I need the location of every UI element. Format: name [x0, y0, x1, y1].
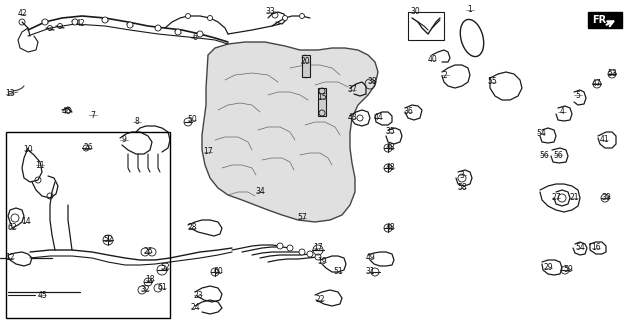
Text: 60: 60 [213, 268, 223, 276]
Bar [302, 55, 310, 77]
Text: 54: 54 [575, 244, 585, 252]
Text: FR.: FR. [592, 15, 610, 25]
Text: 4: 4 [560, 108, 564, 116]
Circle shape [42, 19, 48, 25]
Text: 54: 54 [536, 129, 546, 138]
Text: 1: 1 [467, 5, 472, 14]
Text: 34: 34 [255, 188, 265, 196]
Text: 2: 2 [443, 70, 447, 79]
Circle shape [175, 29, 181, 35]
Text: 21: 21 [569, 194, 579, 203]
Text: 43: 43 [347, 114, 357, 123]
Circle shape [127, 22, 133, 28]
Bar [6, 132, 170, 318]
Text: 52: 52 [103, 236, 113, 244]
Circle shape [72, 19, 78, 25]
Text: 42: 42 [75, 20, 85, 28]
Text: 41: 41 [599, 135, 609, 145]
Text: 29: 29 [543, 263, 553, 273]
Text: 10: 10 [23, 146, 33, 155]
Circle shape [299, 13, 304, 19]
Text: 59: 59 [563, 266, 573, 275]
Text: 24: 24 [190, 303, 200, 313]
Text: 13: 13 [5, 90, 15, 99]
Text: 11: 11 [35, 161, 45, 170]
Circle shape [102, 17, 108, 23]
Circle shape [186, 13, 191, 19]
Text: 48: 48 [385, 143, 395, 153]
Text: 28: 28 [187, 223, 197, 233]
Circle shape [277, 243, 283, 249]
Text: 56: 56 [539, 150, 549, 159]
Text: 22: 22 [315, 295, 325, 305]
Text: 57: 57 [297, 213, 307, 222]
Text: 53: 53 [607, 68, 617, 77]
Text: 25: 25 [143, 247, 153, 257]
Text: 6: 6 [192, 34, 198, 43]
Text: 19: 19 [317, 258, 327, 267]
Circle shape [315, 254, 321, 260]
Circle shape [287, 245, 293, 251]
Text: 18: 18 [145, 276, 155, 284]
Text: 52: 52 [160, 263, 170, 273]
Text: 23: 23 [193, 291, 203, 300]
Circle shape [282, 15, 287, 20]
Text: 51: 51 [333, 268, 343, 276]
Text: 7: 7 [91, 110, 96, 119]
Text: 17: 17 [313, 244, 323, 252]
Text: 49: 49 [365, 253, 375, 262]
Text: 50: 50 [187, 116, 197, 124]
Circle shape [299, 249, 305, 255]
Bar [408, 12, 444, 40]
Text: 14: 14 [21, 218, 31, 227]
Text: 35: 35 [385, 127, 395, 137]
Circle shape [307, 251, 313, 257]
Circle shape [197, 31, 203, 37]
Text: 31: 31 [365, 268, 375, 276]
Text: 33: 33 [265, 7, 275, 17]
Text: 56: 56 [553, 150, 563, 159]
Text: 55: 55 [487, 77, 497, 86]
Text: 45: 45 [37, 291, 47, 300]
Text: 32: 32 [140, 285, 150, 294]
Bar [318, 88, 326, 116]
Text: 15: 15 [317, 93, 327, 102]
Text: 36: 36 [403, 108, 413, 116]
Text: 5: 5 [576, 91, 581, 100]
Circle shape [155, 25, 161, 31]
Text: 8: 8 [135, 117, 140, 126]
Text: 62: 62 [7, 223, 17, 233]
Text: 37: 37 [347, 85, 357, 94]
Text: 9: 9 [121, 135, 126, 145]
Text: 16: 16 [591, 244, 601, 252]
Text: 58: 58 [457, 183, 467, 193]
Text: 48: 48 [385, 164, 395, 172]
Text: 26: 26 [83, 143, 93, 153]
Text: 46: 46 [62, 108, 72, 116]
Text: 20: 20 [300, 58, 310, 67]
Text: 44: 44 [373, 114, 383, 123]
Text: 30: 30 [410, 7, 420, 17]
Text: 3: 3 [460, 171, 464, 180]
Text: 27: 27 [551, 194, 561, 203]
Text: 61: 61 [157, 284, 167, 292]
Text: 48: 48 [385, 223, 395, 233]
Text: 42: 42 [17, 10, 27, 19]
Text: 17: 17 [203, 148, 213, 156]
Text: 12: 12 [5, 253, 14, 262]
FancyBboxPatch shape [588, 12, 622, 28]
Circle shape [208, 15, 213, 20]
Text: 47: 47 [592, 78, 602, 87]
Polygon shape [202, 42, 378, 222]
Text: 40: 40 [427, 55, 437, 65]
Text: 38: 38 [367, 77, 377, 86]
Text: 39: 39 [601, 194, 611, 203]
